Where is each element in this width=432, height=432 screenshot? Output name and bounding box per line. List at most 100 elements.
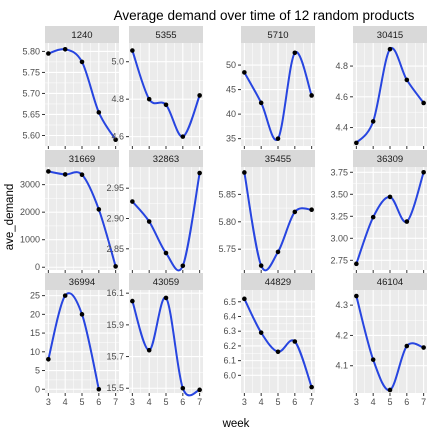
y-tick-label: 0: [35, 384, 40, 394]
data-point: [404, 219, 410, 224]
data-point: [404, 77, 410, 83]
facet-strip: [353, 150, 427, 167]
data-point: [96, 207, 102, 212]
x-tick-label: 5: [163, 397, 168, 407]
x-tick-label: 3: [242, 397, 247, 407]
facet-panel-30415: 30415 4.4 4.6 4.8: [335, 26, 427, 149]
data-point: [146, 219, 152, 224]
x-tick-label: 6: [96, 397, 101, 407]
facet-strip: [129, 26, 203, 43]
y-tick-label: 6.2: [223, 341, 236, 351]
facet-panels: 12405.605.655.705.755.8053554.64.85.0571…: [20, 26, 427, 407]
data-point: [354, 293, 359, 299]
data-point: [46, 51, 51, 56]
data-point: [292, 339, 298, 344]
x-tick-label: 6: [404, 397, 409, 407]
facet-strip: [241, 273, 315, 290]
y-tick-label: 1000: [20, 235, 40, 245]
data-point: [96, 110, 102, 115]
data-point: [197, 170, 202, 176]
y-tick-label: 5.75: [218, 244, 236, 254]
y-tick-label: 15.9: [106, 320, 124, 330]
y-tick-label: 3.50: [330, 189, 348, 199]
data-point: [96, 386, 102, 392]
facet-strip-label: 44829: [265, 277, 291, 288]
y-tick-label: 6.1: [223, 356, 236, 366]
facet-strip-label: 32863: [153, 154, 179, 165]
data-point: [79, 59, 85, 65]
data-point: [370, 119, 376, 124]
y-tick-label: 15.5: [106, 383, 124, 393]
facet-strip: [353, 273, 427, 290]
y-tick-label: 20: [30, 309, 40, 319]
data-point: [146, 347, 152, 353]
data-point: [180, 134, 186, 139]
data-point: [242, 170, 247, 175]
facet-strip: [129, 273, 203, 290]
x-tick-label: 3: [130, 397, 135, 407]
y-tick-label: 6.5: [223, 297, 236, 307]
y-tick-label: 6.4: [223, 311, 236, 321]
data-point: [354, 140, 359, 146]
data-point: [275, 136, 281, 141]
x-tick-label: 5: [275, 397, 280, 407]
facet-panel-32863: 32863 2.85 2.90 2.95: [106, 150, 203, 273]
facet-strip: [241, 150, 315, 167]
data-point: [46, 356, 51, 362]
facet-panel-35455: 35455 5.75 5.80 5.85: [218, 150, 315, 273]
facet-strip: [45, 273, 119, 290]
facet-strip-label: 43059: [153, 277, 179, 288]
data-point: [46, 169, 51, 174]
data-point: [197, 387, 202, 393]
y-tick-label: 5: [35, 366, 40, 376]
x-tick-label: 5: [79, 397, 84, 407]
x-tick-label: 7: [309, 397, 314, 407]
y-tick-label: 5.85: [218, 189, 236, 199]
data-point: [387, 194, 393, 200]
data-point: [130, 48, 135, 53]
data-point: [163, 250, 169, 256]
y-tick-label: 40: [226, 109, 236, 119]
y-tick-label: 16.1: [106, 288, 124, 298]
data-point: [421, 345, 426, 350]
facet-strip-label: 36309: [377, 154, 403, 165]
data-point: [197, 93, 202, 98]
x-tick-label: 4: [371, 397, 376, 407]
y-axis-title: ave_demand: [4, 184, 16, 251]
data-point: [258, 100, 264, 106]
data-point: [354, 261, 359, 267]
facet-panel-1240: 1240 5.60 5.65 5.70 5.75 5.80: [22, 26, 119, 149]
y-tick-label: 5.70: [22, 88, 40, 98]
data-point: [275, 249, 281, 255]
y-tick-label: 4.3: [335, 300, 348, 310]
x-tick-label: 4: [259, 397, 264, 407]
x-axis-title: week: [222, 418, 250, 430]
y-tick-label: 5.75: [22, 67, 40, 77]
data-point: [163, 102, 169, 108]
facet-strip-label: 46104: [377, 277, 403, 288]
y-tick-label: 4.4: [335, 123, 348, 133]
y-tick-label: 4.8: [111, 94, 124, 104]
data-point: [62, 172, 68, 177]
data-point: [421, 100, 426, 106]
data-point: [309, 93, 314, 98]
data-point: [387, 46, 393, 52]
series-line: [47, 292, 100, 391]
data-point: [242, 70, 247, 75]
facet-strip: [353, 26, 427, 43]
data-point: [79, 172, 85, 178]
facet-panel-36994: 36994 0 5 10 15 20 25 3 4 5 6 7: [30, 273, 119, 407]
x-tick-label: 6: [180, 397, 185, 407]
y-tick-label: 6.3: [223, 326, 236, 336]
data-point: [163, 295, 169, 301]
facet-strip-label: 5355: [155, 30, 176, 41]
data-point: [62, 47, 68, 52]
x-tick-label: 4: [147, 397, 152, 407]
facet-strip-label: 35455: [265, 154, 291, 165]
y-tick-label: 3.00: [330, 233, 348, 243]
y-tick-label: 15.7: [106, 352, 124, 362]
y-tick-label: 0: [35, 262, 40, 272]
y-tick-label: 50: [226, 60, 236, 70]
y-tick-label: 2.85: [106, 244, 124, 254]
